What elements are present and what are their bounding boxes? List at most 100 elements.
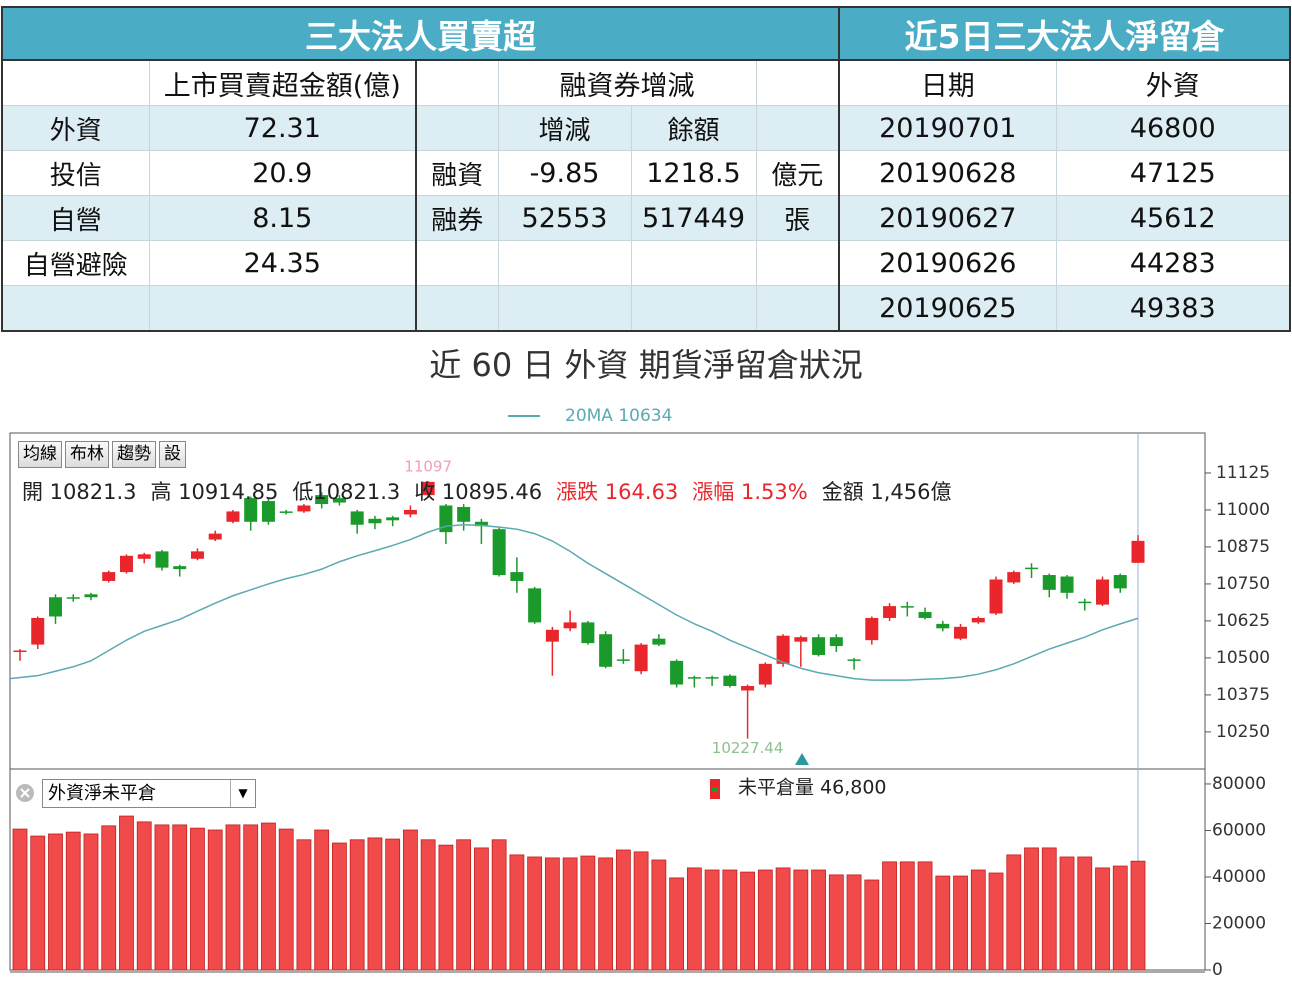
bar <box>1024 847 1039 971</box>
candle-body <box>403 509 417 515</box>
candle-body <box>883 606 897 618</box>
bar <box>651 859 667 971</box>
candle-body <box>1096 579 1110 605</box>
y-tick-label: 10750 <box>1216 574 1270 594</box>
cell: 517449 <box>630 195 757 241</box>
bar <box>349 839 365 971</box>
candle-body <box>31 617 45 645</box>
candle-body <box>137 554 151 559</box>
candle-body <box>510 572 524 581</box>
candle-body <box>261 501 275 522</box>
cell: 20190625 <box>838 285 1057 332</box>
candle-body <box>723 675 737 687</box>
table-title: 三大法人買賣超 <box>0 6 841 61</box>
candle-body <box>350 511 364 525</box>
candle-body <box>66 597 80 599</box>
table-title: 近5日三大法人淨留倉 <box>838 6 1292 61</box>
cell: 8.15 <box>148 195 417 241</box>
candle-body <box>758 663 772 685</box>
dropdown-arrow[interactable]: ▼ <box>230 780 255 807</box>
candle-body <box>599 634 613 667</box>
bar <box>225 824 241 971</box>
column-header: 日期 <box>838 59 1057 106</box>
candle-body <box>794 637 808 642</box>
bar <box>473 847 489 971</box>
cell: 72.31 <box>148 105 417 151</box>
cell: -9.85 <box>497 150 632 196</box>
info-item: 高 10914.85 <box>150 480 279 504</box>
candle-body <box>900 606 914 608</box>
candle-body <box>847 659 861 661</box>
toolbar-button[interactable]: 布林 <box>65 441 109 468</box>
bar <box>686 867 702 971</box>
bar <box>1095 867 1110 971</box>
column-header: 外資 <box>1055 59 1292 106</box>
toolbar-button[interactable]: 設 <box>159 441 186 468</box>
candle-body <box>936 623 950 629</box>
candle-body <box>48 597 62 617</box>
candle-body <box>741 686 755 691</box>
column-header: 餘額 <box>630 105 757 151</box>
toolbar-button[interactable]: 趨勢 <box>112 441 156 468</box>
candle-body <box>1131 540 1145 563</box>
candle-body <box>1060 576 1074 593</box>
bar <box>917 861 933 971</box>
candle-body <box>528 588 542 623</box>
bar <box>633 851 649 971</box>
bar <box>172 824 188 971</box>
bar <box>722 869 738 971</box>
bar <box>456 839 472 971</box>
candle-body <box>563 622 577 629</box>
column-header: 上市買賣超金額(億) <box>148 59 417 106</box>
bar <box>296 839 312 971</box>
cell: 44283 <box>1055 240 1292 286</box>
bar <box>953 875 968 971</box>
candle-body <box>634 644 648 672</box>
bar <box>491 839 507 971</box>
bar <box>207 829 223 971</box>
bar <box>190 827 205 971</box>
candle-body <box>670 660 684 685</box>
candle-body <box>226 511 240 522</box>
info-line: 開 10821.3 高 10914.85 低10821.3 收 10895.46 漲跌 … <box>22 476 951 506</box>
row-label: 融資 <box>415 150 499 196</box>
cell: 47125 <box>1055 150 1292 196</box>
candle-body <box>581 622 595 644</box>
candle-body <box>492 529 506 576</box>
cell: 45612 <box>1055 195 1292 241</box>
y-tick-label: 10875 <box>1216 537 1270 557</box>
bar <box>1006 854 1022 971</box>
ma-line <box>9 523 1139 681</box>
candle-body <box>918 612 932 618</box>
candle-body <box>1025 567 1039 570</box>
bar <box>669 877 685 971</box>
candle-body <box>208 533 222 540</box>
bar <box>154 824 170 971</box>
bar <box>740 871 755 971</box>
candle-body <box>705 677 719 679</box>
candle-body <box>13 650 27 653</box>
cell: 49383 <box>1055 285 1292 332</box>
bar <box>12 828 28 971</box>
bar <box>403 829 418 971</box>
bar <box>1130 860 1146 971</box>
marker-triangle <box>795 753 809 765</box>
candle-body <box>776 635 790 664</box>
candle-body <box>155 551 169 568</box>
bar <box>101 825 117 971</box>
y-tick-label: 0 <box>1212 960 1223 980</box>
candle-body <box>386 517 400 521</box>
bar <box>846 874 862 971</box>
candle-body <box>244 498 258 522</box>
candle-body <box>84 594 98 598</box>
dropdown[interactable]: 外資淨未平倉 ▼ <box>42 779 256 808</box>
candle-body <box>687 677 701 679</box>
y-tick-label: 10500 <box>1216 648 1270 668</box>
candle-body <box>829 637 843 647</box>
toolbar-button[interactable]: 均線 <box>18 441 62 468</box>
bar <box>935 875 951 971</box>
cell: 52553 <box>497 195 632 241</box>
candle-body <box>652 638 666 645</box>
bar <box>704 869 720 971</box>
